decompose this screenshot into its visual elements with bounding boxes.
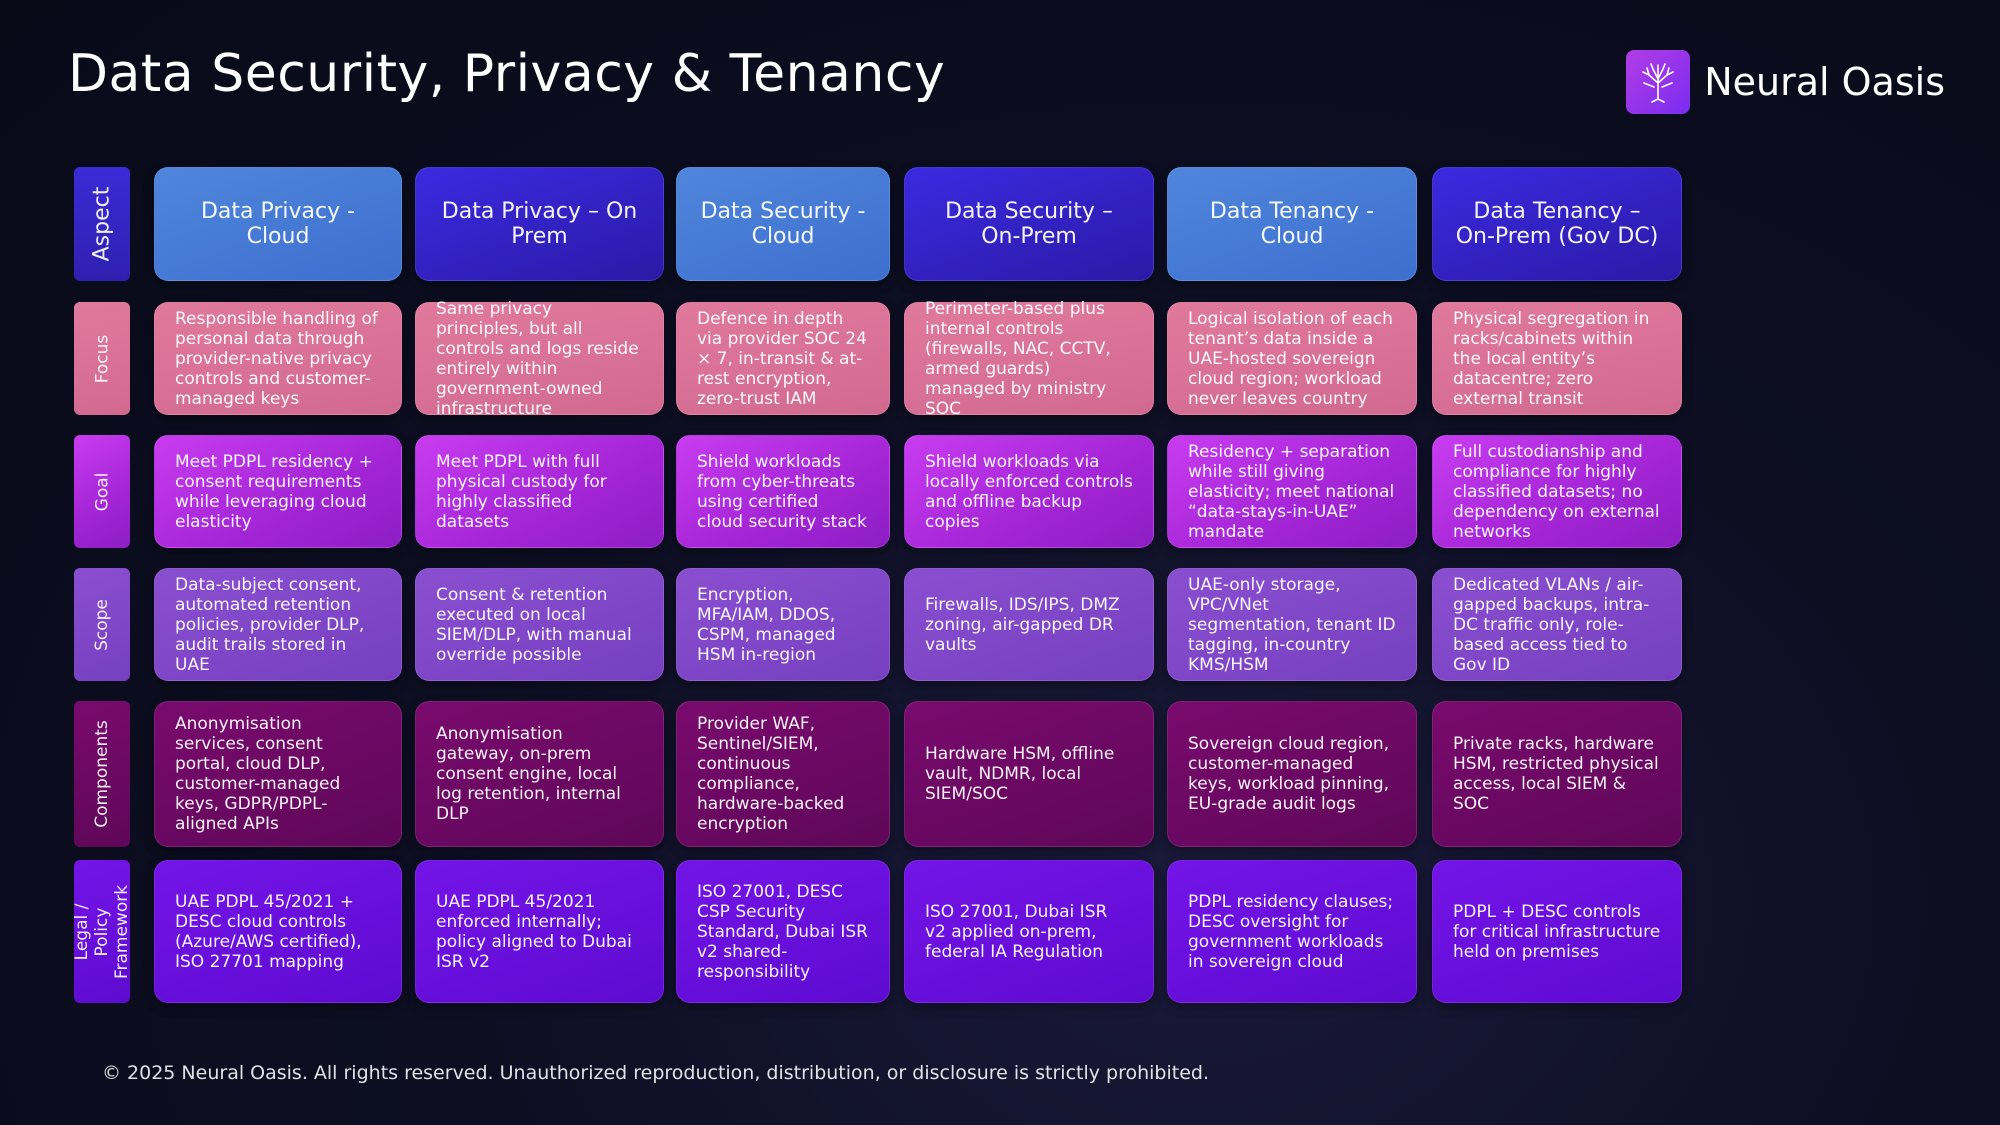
table-cell: UAE PDPL 45/2021 + DESC cloud controls (… [154, 860, 402, 1003]
page-title: Data Security, Privacy & Tenancy [68, 44, 946, 104]
table-cell: Meet PDPL with full physical custody for… [415, 435, 664, 548]
column-header-security-cloud: Data Security - Cloud [676, 167, 890, 281]
tree-icon [1626, 50, 1691, 114]
column-header-privacy-onprem: Data Privacy – On Prem [415, 167, 664, 281]
row-label-aspect: Aspect [74, 167, 130, 281]
table-cell: Provider WAF, Sentinel/SIEM, continuous … [676, 701, 890, 847]
table-cell: Residency + separation while still givin… [1167, 435, 1417, 548]
table-cell: Hardware HSM, offline vault, NDMR, local… [904, 701, 1154, 847]
table-cell: Same privacy principles, but all control… [415, 299, 664, 419]
table-cell: Anonymisation services, consent portal, … [154, 701, 402, 847]
column-header-tenancy-onprem: Data Tenancy – On-Prem (Gov DC) [1432, 167, 1682, 281]
brand-name: Neural Oasis [1704, 60, 1945, 104]
copyright-footer: © 2025 Neural Oasis. All rights reserved… [102, 1062, 1210, 1084]
table-cell: Encryption, MFA/IAM, DDOS, CSPM, managed… [676, 568, 890, 681]
table-cell: Full custodianship and compliance for hi… [1432, 435, 1682, 548]
table-cell: Logical isolation of each tenant’s data … [1167, 302, 1417, 415]
column-header-tenancy-cloud: Data Tenancy - Cloud [1167, 167, 1417, 281]
table-cell: Dedicated VLANs / air-gapped backups, in… [1432, 568, 1682, 681]
column-header-privacy-cloud: Data Privacy - Cloud [154, 167, 402, 281]
table-cell: PDPL + DESC controls for critical infras… [1432, 860, 1682, 1003]
table-cell: UAE-only storage, VPC/VNet segmentation,… [1167, 568, 1417, 681]
table-cell: ISO 27001, DESC CSP Security Standard, D… [676, 860, 890, 1003]
table-cell: Private racks, hardware HSM, restricted … [1432, 701, 1682, 847]
table-cell: Defence in depth via provider SOC 24 × 7… [676, 302, 890, 415]
brand: Neural Oasis [1626, 50, 1945, 114]
table-cell: Data-subject consent, automated retentio… [154, 568, 402, 681]
table-cell: Perimeter-based plus internal controls (… [904, 299, 1154, 419]
table-cell: Shield workloads via locally enforced co… [904, 435, 1154, 548]
table-cell: Meet PDPL residency + consent requiremen… [154, 435, 402, 548]
table-cell: Firewalls, IDS/IPS, DMZ zoning, air-gapp… [904, 568, 1154, 681]
table-cell: Sovereign cloud region, customer-managed… [1167, 701, 1417, 847]
table-cell: Physical segregation in racks/cabinets w… [1432, 302, 1682, 415]
table-cell: Responsible handling of personal data th… [154, 302, 402, 415]
table-cell: Consent & retention executed on local SI… [415, 568, 664, 681]
row-label-legal: Legal / Policy Framework [72, 860, 132, 1003]
column-header-security-onprem: Data Security – On-Prem [904, 167, 1154, 281]
table-cell: ISO 27001, Dubai ISR v2 applied on-prem,… [904, 860, 1154, 1003]
row-label-components: Components [74, 701, 130, 847]
table-cell: UAE PDPL 45/2021 enforced internally; po… [415, 860, 664, 1003]
table-cell: Shield workloads from cyber-threats usin… [676, 435, 890, 548]
row-label-goal: Goal [74, 435, 130, 548]
row-label-scope: Scope [74, 568, 130, 681]
row-label-focus: Focus [74, 302, 130, 415]
table-cell: PDPL residency clauses; DESC oversight f… [1167, 860, 1417, 1003]
table-cell: Anonymisation gateway, on-prem consent e… [415, 701, 664, 847]
